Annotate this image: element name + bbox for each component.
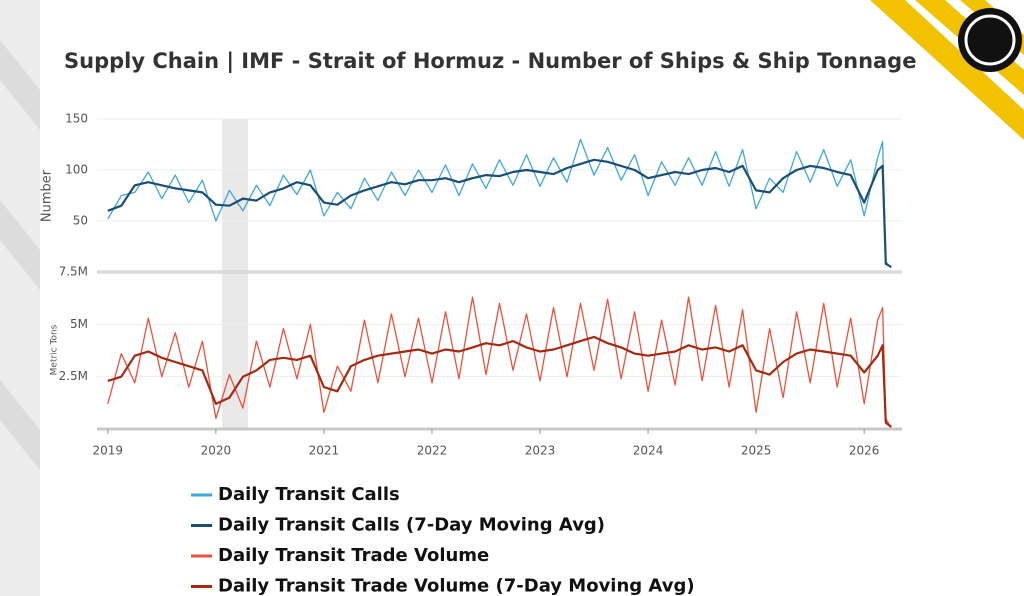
y-tick-label: 5M: [70, 317, 88, 331]
series-line: [107, 158, 892, 268]
x-tick-label: 2022: [417, 444, 448, 458]
legend-label: Daily Transit Calls (7-Day Moving Avg): [218, 515, 605, 536]
series-line: [107, 296, 892, 429]
series-line: [107, 138, 892, 269]
x-tick-label: 2026: [849, 444, 880, 458]
y-axis-label: Metric Tons: [50, 324, 60, 375]
x-tick-label: 2020: [201, 444, 232, 458]
series-line: [107, 335, 892, 428]
chart-title: Supply Chain | IMF - Strait of Hormuz - …: [64, 49, 916, 74]
y-tick-label: 50: [73, 214, 88, 228]
y-tick-label: 150: [65, 112, 88, 126]
legend-label: Daily Transit Trade Volume (7-Day Moving…: [218, 576, 695, 596]
y-tick-label: 7.5M: [59, 265, 88, 279]
x-tick-label: 2023: [525, 444, 556, 458]
x-tick-label: 2025: [741, 444, 772, 458]
y-tick-label: 2.5M: [59, 369, 88, 383]
legend-label: Daily Transit Trade Volume: [218, 545, 489, 566]
y-axis-label: Number: [40, 169, 55, 222]
x-tick-label: 2024: [633, 444, 664, 458]
legend-label: Daily Transit Calls: [218, 484, 400, 505]
x-tick-label: 2021: [309, 444, 340, 458]
x-tick-label: 2019: [93, 444, 124, 458]
y-tick-label: 100: [65, 163, 88, 177]
